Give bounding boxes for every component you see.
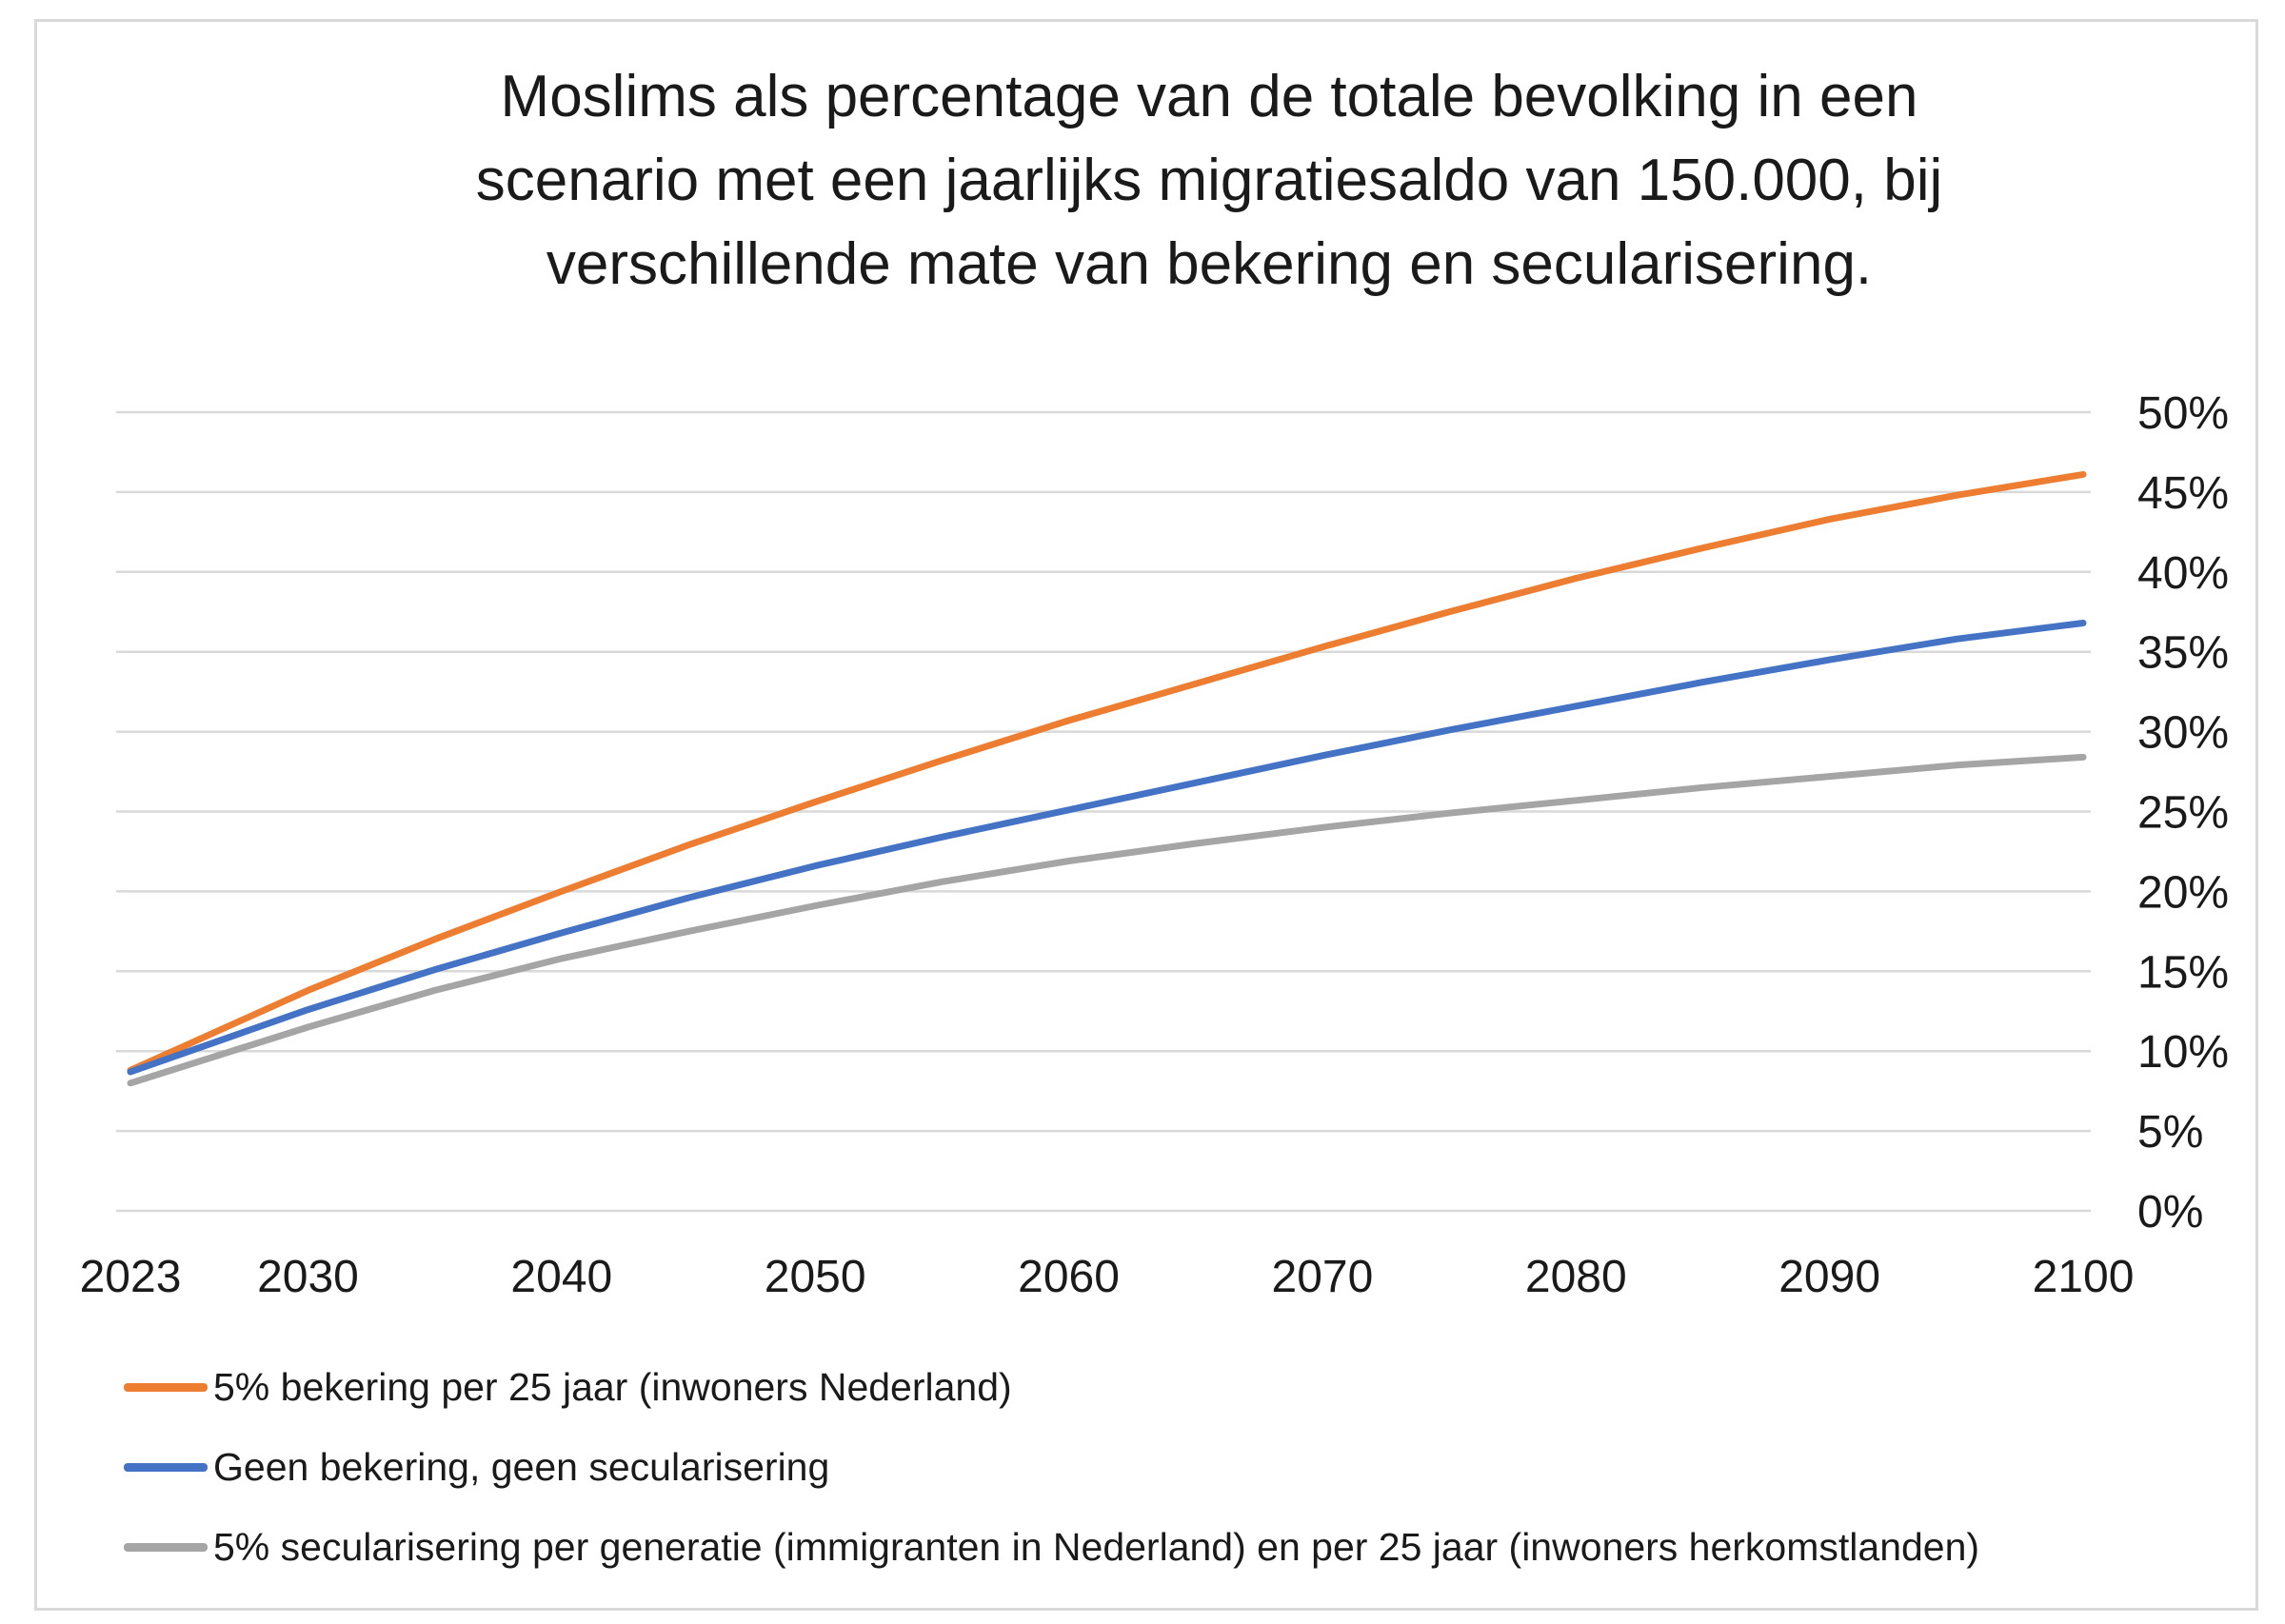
- x-tick-label: 2023: [80, 1252, 182, 1302]
- legend-swatch: [124, 1542, 208, 1552]
- y-tick-label: 45%: [2137, 468, 2229, 519]
- chart-title-line-2: scenario met een jaarlijks migratiesaldo…: [475, 148, 1943, 213]
- series-line-1: [127, 470, 2087, 1074]
- x-tick-label: 2080: [1525, 1252, 1627, 1302]
- legend-label: 5% bekering per 25 jaar (inwoners Nederl…: [213, 1364, 1012, 1409]
- x-tick-label: 2040: [510, 1252, 612, 1302]
- x-tick-label: 2100: [2033, 1252, 2135, 1302]
- y-tick-label: 20%: [2137, 867, 2229, 918]
- y-axis-ticks: 0% 5% 10% 15% 20% 25% 30% 35% 40% 45% 50%: [2137, 388, 2229, 1238]
- legend-label: 5% secularisering per generatie (immigra…: [213, 1524, 1980, 1569]
- x-tick-label: 2090: [1778, 1252, 1880, 1302]
- legend-item: Geen bekering, geen secularisering: [124, 1427, 1979, 1507]
- y-tick-label: 30%: [2137, 708, 2229, 759]
- y-tick-label: 35%: [2137, 628, 2229, 679]
- legend-swatch: [124, 1462, 208, 1472]
- legend-label: Geen bekering, geen secularisering: [213, 1444, 830, 1489]
- y-tick-label: 5%: [2137, 1107, 2203, 1158]
- y-tick-label: 40%: [2137, 548, 2229, 599]
- series-line-2: [127, 620, 2087, 1076]
- chart-title-line-3: verschillende mate van bekering en secul…: [546, 231, 1873, 297]
- x-tick-label: 2050: [765, 1252, 866, 1302]
- x-tick-label: 2060: [1018, 1252, 1120, 1302]
- x-axis-ticks: 2023 2030 2040 2050 2060 2070 2080 2090 2100: [80, 1252, 2135, 1302]
- chart-title-line-1: Moslims als percentage van de totale bev…: [500, 64, 1918, 129]
- x-tick-label: 2030: [257, 1252, 359, 1302]
- chart-frame: [34, 19, 2258, 1611]
- legend-item: 5% bekering per 25 jaar (inwoners Nederl…: [124, 1347, 1979, 1427]
- y-tick-label: 15%: [2137, 947, 2229, 998]
- x-tick-label: 2070: [1272, 1252, 1374, 1302]
- y-tick-label: 50%: [2137, 388, 2229, 439]
- y-tick-label: 10%: [2137, 1027, 2229, 1078]
- legend-swatch: [124, 1382, 208, 1392]
- series-line-3: [127, 753, 2087, 1087]
- series-lines: [127, 470, 2087, 1087]
- gridlines: [116, 410, 2091, 1213]
- chart-title: Moslims als percentage van de totale bev…: [0, 55, 2285, 307]
- legend: 5% bekering per 25 jaar (inwoners Nederl…: [124, 1347, 1979, 1587]
- y-tick-label: 0%: [2137, 1187, 2203, 1238]
- y-tick-label: 25%: [2137, 788, 2229, 839]
- legend-item: 5% secularisering per generatie (immigra…: [124, 1507, 1979, 1587]
